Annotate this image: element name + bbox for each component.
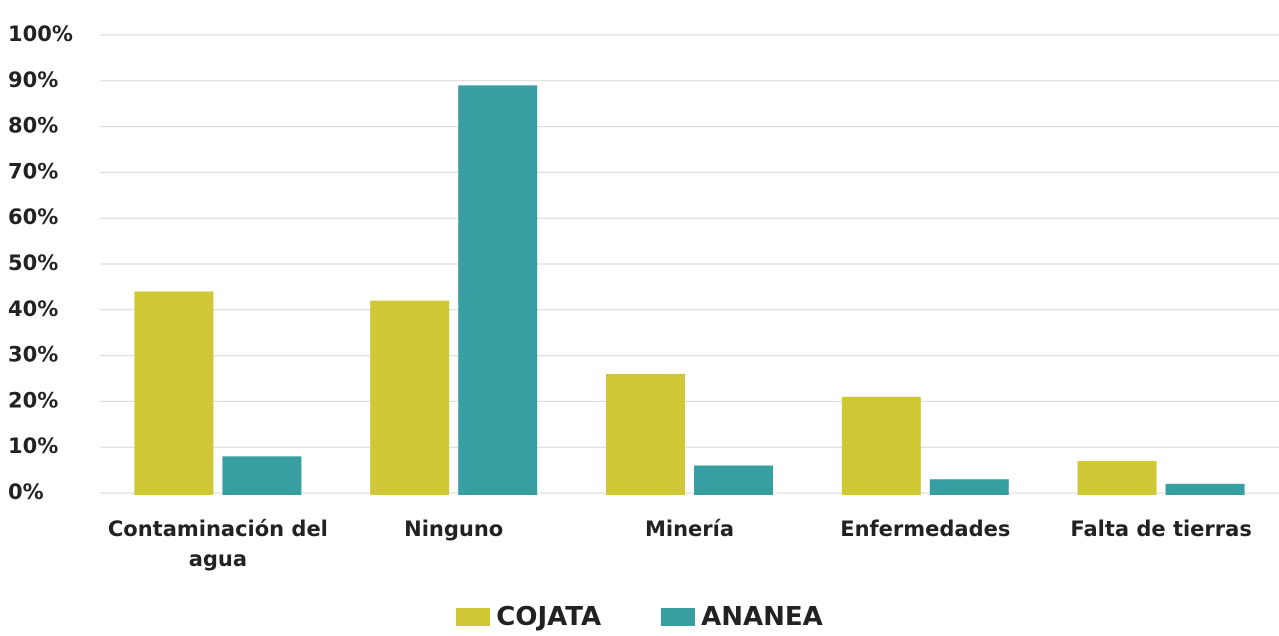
bar — [694, 465, 773, 495]
y-tick-label: 70% — [8, 159, 58, 183]
legend-label: COJATA — [496, 602, 602, 632]
bar — [841, 396, 921, 495]
legend-item: COJATA — [456, 602, 601, 632]
y-tick-label: 10% — [8, 434, 58, 458]
y-tick-label: 30% — [8, 343, 58, 367]
y-tick-label: 80% — [8, 114, 58, 138]
x-tick-label: Contaminación del agua — [107, 517, 328, 571]
bar — [606, 373, 685, 495]
x-tick-label: Falta de tierras — [1070, 517, 1252, 541]
bar — [222, 456, 302, 495]
bar — [458, 85, 538, 495]
y-tick-label: 40% — [8, 297, 58, 321]
legend-swatch — [661, 608, 696, 626]
bar — [1077, 460, 1157, 495]
y-tick-label: 20% — [8, 388, 58, 412]
legend: COJATA ANANEA — [0, 602, 1279, 632]
x-tick-label: Enfermedades — [840, 517, 1011, 541]
y-tick-label: 60% — [8, 205, 58, 229]
x-tick-label: Minería — [644, 517, 734, 541]
x-tick-label: Ninguno — [404, 517, 504, 541]
y-tick-label: 90% — [8, 68, 58, 92]
legend-label: ANANEA — [701, 602, 823, 632]
bar — [370, 300, 450, 495]
legend-item: ANANEA — [661, 602, 823, 632]
legend-swatch — [456, 608, 491, 626]
bar — [1165, 483, 1245, 495]
y-tick-label: 100% — [8, 22, 73, 46]
bar — [134, 291, 214, 495]
bar — [929, 479, 1009, 495]
y-tick-label: 0% — [8, 480, 44, 504]
y-tick-label: 50% — [8, 251, 58, 275]
